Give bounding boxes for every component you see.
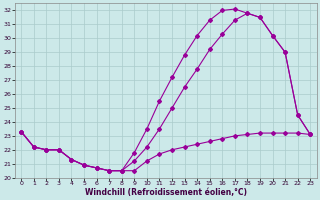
- X-axis label: Windchill (Refroidissement éolien,°C): Windchill (Refroidissement éolien,°C): [85, 188, 247, 197]
